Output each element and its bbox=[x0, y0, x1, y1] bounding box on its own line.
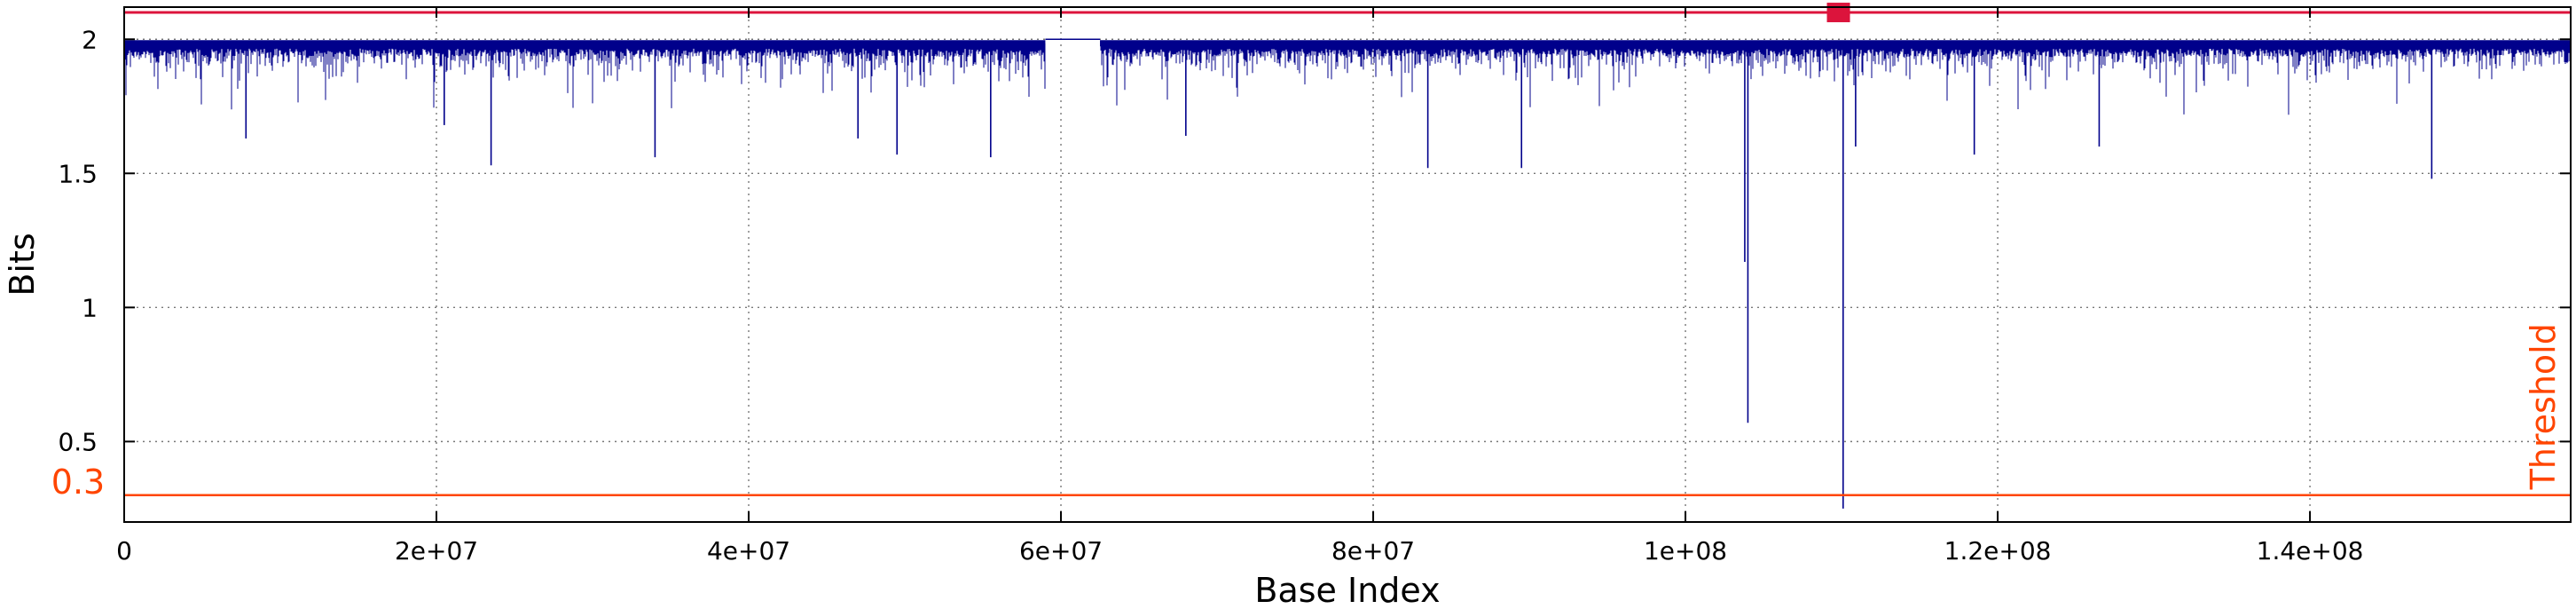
y-tick-label: 1.5 bbox=[58, 159, 98, 188]
x-tick-label: 0 bbox=[116, 536, 132, 566]
plot-area-frame bbox=[123, 6, 2572, 523]
top-line-marker bbox=[1826, 3, 1850, 23]
axis-ticks: 0 2e+07 4e+07 6e+07 8e+07 1e+08 1.2e+08 1.4e+08… bbox=[58, 7, 2571, 566]
x-axis-title: Base Index bbox=[1254, 571, 1440, 609]
data-series bbox=[124, 38, 2571, 509]
x-tick-label: 8e+07 bbox=[1331, 536, 1415, 566]
x-tick-label: 6e+07 bbox=[1019, 536, 1103, 566]
threshold-label: Threshold bbox=[2524, 323, 2563, 490]
y-tick-label: 1 bbox=[82, 293, 98, 322]
threshold-value-label: 0.3 bbox=[51, 463, 105, 502]
x-tick-label: 4e+07 bbox=[707, 536, 790, 566]
y-tick-label: 0.5 bbox=[58, 427, 98, 456]
x-tick-label: 1.2e+08 bbox=[1944, 536, 2052, 566]
y-tick-label: 2 bbox=[82, 25, 98, 54]
y-axis-title: Bits bbox=[3, 233, 42, 296]
x-tick-label: 1e+08 bbox=[1644, 536, 1727, 566]
grid-lines bbox=[124, 7, 2571, 522]
x-tick-label: 1.4e+08 bbox=[2257, 536, 2364, 566]
x-tick-label: 2e+07 bbox=[395, 536, 478, 566]
